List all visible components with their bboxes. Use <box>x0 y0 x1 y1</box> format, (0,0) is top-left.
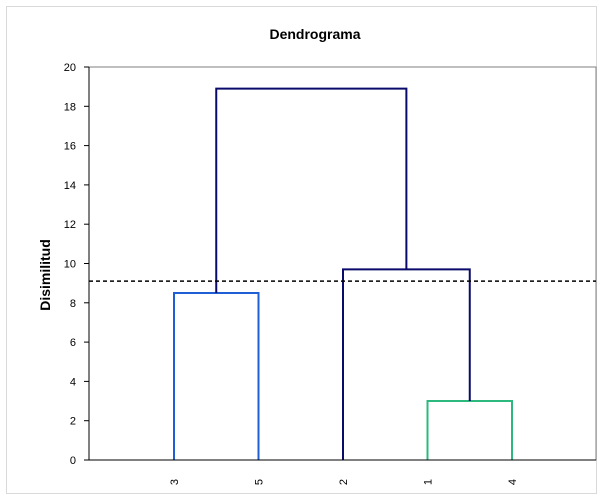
y-tick-label: 8 <box>70 298 76 310</box>
x-tick-label: 5 <box>254 479 266 485</box>
y-tick-label: 18 <box>64 101 76 113</box>
y-tick-label: 4 <box>70 376 76 388</box>
y-tick-label: 14 <box>64 180 76 192</box>
dendrogram-link <box>173 291 260 460</box>
chart-title: Dendrograma <box>269 26 360 42</box>
y-tick-label: 20 <box>64 62 76 74</box>
dendrogram-link <box>342 268 471 460</box>
y-axis-label: Disimilitud <box>37 239 53 311</box>
y-tick-label: 10 <box>64 259 76 271</box>
x-tick-label: 4 <box>507 479 519 485</box>
chart-frame <box>6 6 597 494</box>
y-tick-label: 12 <box>64 219 76 231</box>
x-tick-label: 3 <box>169 479 181 485</box>
dendrogram-link <box>215 87 408 293</box>
x-tick-label: 1 <box>423 479 435 485</box>
y-tick-label: 0 <box>70 455 76 467</box>
y-tick-label: 2 <box>70 416 76 428</box>
x-tick-label: 2 <box>338 479 350 485</box>
dendrogram-link <box>426 400 513 460</box>
y-tick-label: 16 <box>64 141 76 153</box>
y-tick-label: 6 <box>70 337 76 349</box>
